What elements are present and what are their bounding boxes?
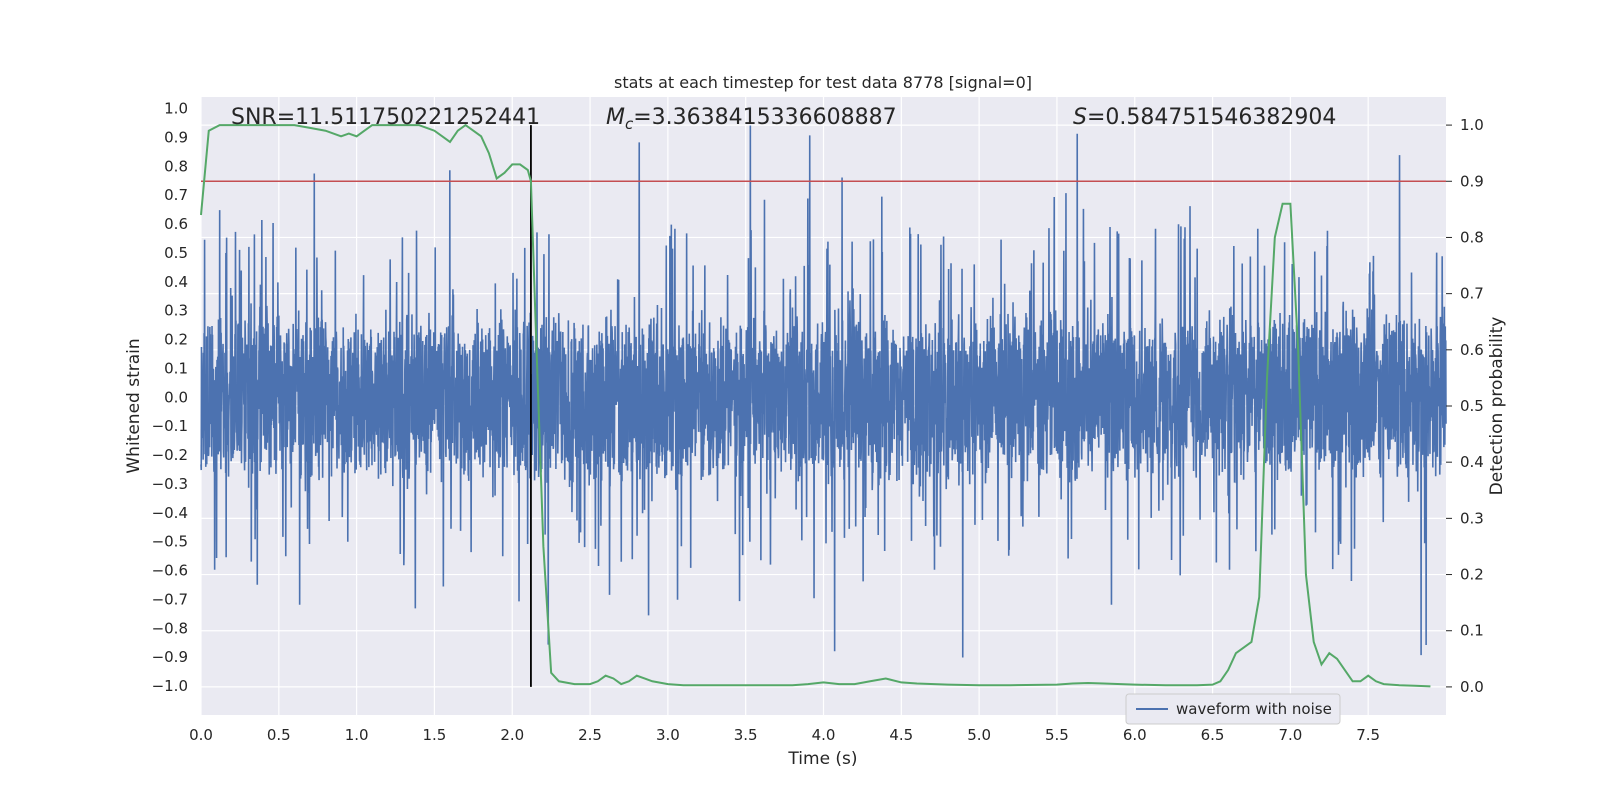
y-tick-label: 0.7	[164, 186, 188, 204]
s-symbol: S	[1073, 105, 1087, 130]
y-tick-label: 0.4	[164, 273, 188, 291]
y2-axis-title: Detection probability	[1487, 317, 1507, 496]
y-tick-label: 0.1	[164, 359, 188, 377]
y-tick-label: −0.7	[152, 590, 188, 608]
y-tick-label: 0.9	[164, 128, 188, 146]
tick-labels: 0.0 0.5 1.0 1.5 2.0 2.5 3.0 3.5 4.0 4.5 5.0 5.5 6.0 6…	[152, 100, 1484, 744]
y-tick-label: 1.0	[164, 100, 188, 118]
y-tick-label: 0.0	[164, 388, 188, 406]
x-tick-label: 6.5	[1201, 726, 1225, 744]
x-tick-label: 0.0	[189, 726, 213, 744]
x-tick-label: 2.5	[578, 726, 602, 744]
x-tick-label: 4.5	[889, 726, 913, 744]
x-tick-label: 2.0	[500, 726, 524, 744]
x-tick-label: 0.5	[267, 726, 291, 744]
y2-tick-label: 0.1	[1460, 622, 1484, 640]
legend-label: waveform with noise	[1176, 700, 1332, 718]
y-tick-label: −1.0	[152, 677, 188, 695]
y-tick-label: −0.8	[152, 619, 188, 637]
x-tick-label: 7.0	[1278, 726, 1302, 744]
x-tick-label: 7.5	[1356, 726, 1380, 744]
y-tick-label: −0.3	[152, 475, 188, 493]
y-tick-label: −0.5	[152, 533, 188, 551]
chart-title: stats at each timestep for test data 877…	[614, 73, 1032, 92]
y2-tick-label: 0.6	[1460, 341, 1484, 359]
chirp-mass-annotation: Mc=3.3638415336608887	[606, 105, 897, 133]
legend-box	[1125, 693, 1341, 725]
s-value: =0.584751546382904	[1087, 105, 1336, 130]
y2-tick-label: 1.0	[1460, 116, 1484, 134]
x-tick-label: 4.0	[812, 726, 836, 744]
y-tick-label: −0.6	[152, 562, 188, 580]
x-tick-label: 5.0	[967, 726, 991, 744]
snr-annotation: SNR=11.511750221252441	[231, 105, 540, 130]
waveform-series	[200, 125, 1447, 658]
y-tick-label: 0.8	[164, 157, 188, 175]
y2-tick-label: 0.3	[1460, 509, 1484, 527]
y-tick-label: −0.9	[152, 648, 188, 666]
y2-tick-label: 0.7	[1460, 285, 1484, 303]
y2-tick-label: 0.0	[1460, 678, 1484, 696]
x-tick-label: 6.0	[1123, 726, 1147, 744]
y-tick-label: −0.1	[152, 417, 188, 435]
y2-tick-label: 0.9	[1460, 172, 1484, 190]
x-tick-label: 3.5	[734, 726, 758, 744]
mc-symbol: M	[606, 105, 625, 130]
y2-tick-label: 0.5	[1460, 397, 1484, 415]
s-annotation: S=0.584751546382904	[1073, 105, 1336, 130]
waveform-line	[200, 125, 1447, 658]
probability-line	[200, 123, 1431, 688]
y-tick-label: 0.3	[164, 302, 188, 320]
legend: waveform with noise	[1125, 693, 1341, 725]
y-tick-label: 0.6	[164, 215, 188, 233]
x-tick-label: 1.0	[345, 726, 369, 744]
y2-tick-label: 0.8	[1460, 228, 1484, 246]
y-axis-title: Whitened strain	[124, 338, 144, 473]
x-axis-title: Time (s)	[787, 749, 857, 769]
x-tick-label: 1.5	[423, 726, 447, 744]
y2-tick-label: 0.4	[1460, 453, 1484, 471]
mc-subscript: c	[625, 115, 634, 133]
y2-tick-label: 0.2	[1460, 566, 1484, 584]
mc-value: =3.3638415336608887	[633, 105, 896, 130]
y-tick-label: 0.2	[164, 331, 188, 349]
y-tick-label: 0.5	[164, 244, 188, 262]
y-tick-label: −0.2	[152, 446, 188, 464]
y-tick-label: −0.4	[152, 504, 188, 522]
probability-series	[200, 123, 1431, 688]
x-tick-label: 5.5	[1045, 726, 1069, 744]
x-tick-label: 3.0	[656, 726, 680, 744]
